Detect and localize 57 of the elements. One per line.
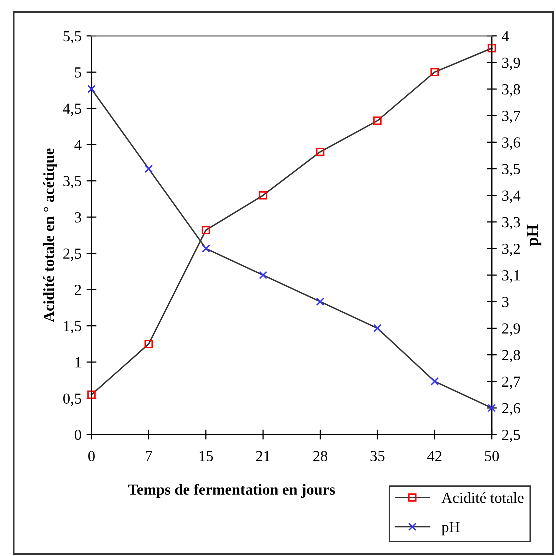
point <box>144 164 154 174</box>
x-tick-label: 50 <box>485 451 500 462</box>
y2-tick-label: 3,1 <box>502 270 520 283</box>
point <box>88 85 96 94</box>
point <box>430 377 440 386</box>
y2-tick-label: 4 <box>502 31 510 42</box>
point <box>316 298 325 306</box>
x-tick-label: 28 <box>314 451 328 462</box>
y2-axis-title: pH <box>527 224 542 246</box>
x-tick-label: 21 <box>256 451 270 462</box>
x-tick-label: 42 <box>428 451 442 462</box>
y2-tick-label: 2,5 <box>502 430 520 442</box>
x-tick-label: 0 <box>88 451 95 462</box>
point <box>88 390 96 400</box>
y-tick-label: 5,5 <box>64 31 82 44</box>
y2-tick-label: 3,6 <box>502 138 520 150</box>
point <box>259 271 268 280</box>
y2-tick-label: 3,4 <box>502 190 521 204</box>
x-axis-title: Temps de fermentation en jours <box>128 484 336 498</box>
y-tick-label: 4 <box>74 140 82 150</box>
y2-tick-label: 3,2 <box>502 244 520 256</box>
point <box>144 340 154 348</box>
y-tick-label: 0 <box>74 430 82 440</box>
y-tick-label: 2,5 <box>64 248 82 262</box>
point <box>316 148 325 156</box>
point <box>488 44 496 53</box>
y-tick-label: 0,5 <box>64 394 82 406</box>
y2-tick-label: 2,9 <box>502 324 520 336</box>
y2-tick-label: 3 <box>502 297 509 308</box>
y2-tick-label: 2,8 <box>502 350 520 363</box>
point <box>488 404 496 412</box>
y2-tick-label: 3,5 <box>502 164 520 177</box>
point <box>374 324 382 333</box>
legend-label: pH <box>442 522 460 536</box>
legend-label: Acidité totale <box>442 492 524 504</box>
x-tick-label: 7 <box>146 451 152 462</box>
y2-tick-label: 2,6 <box>502 403 520 416</box>
x-tick-label: 15 <box>200 451 214 462</box>
y2-tick-label: 3,7 <box>502 111 520 124</box>
y-tick-label: 1 <box>76 358 82 368</box>
y2-tick-label: 3,3 <box>502 217 520 230</box>
point <box>430 68 440 77</box>
point <box>202 226 210 235</box>
y2-tick-label: 3,8 <box>502 84 520 97</box>
y-tick-label: 5 <box>75 68 82 78</box>
y-axis-title: Acidité totale en ° acétique <box>43 148 58 322</box>
y-tick-label: 3,5 <box>64 176 82 189</box>
y2-tick-label: 2,7 <box>502 376 520 390</box>
point <box>259 191 268 200</box>
y-tick-label: 4,5 <box>63 104 82 116</box>
y-tick-label: 3 <box>75 212 82 223</box>
point <box>202 244 210 253</box>
x-tick-label: 35 <box>370 451 385 462</box>
point <box>374 116 382 126</box>
y-tick-label: 1,5 <box>64 321 82 334</box>
y-tick-label: 2 <box>75 285 82 296</box>
y2-tick-label: 3,9 <box>502 58 520 70</box>
